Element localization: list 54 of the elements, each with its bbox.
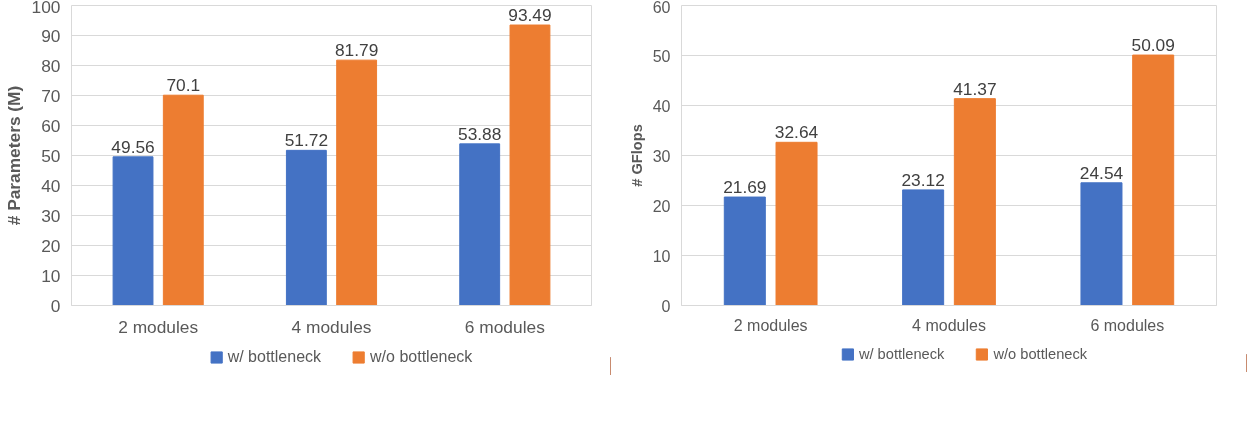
y-tick-label: 60	[41, 115, 61, 136]
x-tick-label: 2 modules	[118, 316, 199, 337]
data-label: 51.72	[284, 130, 329, 151]
y-tick-label: 60	[652, 0, 671, 16]
x-tick-label: 6 modules	[464, 316, 546, 337]
y-axis-title: # Parameters (M)	[3, 85, 24, 226]
y-tick-label: 20	[652, 197, 671, 215]
y-tick-label: 10	[41, 265, 61, 286]
data-label: 70.1	[166, 75, 201, 96]
bar	[953, 98, 996, 306]
data-label: 49.56	[111, 136, 155, 157]
data-label: 50.09	[1131, 35, 1175, 56]
bar	[112, 156, 154, 306]
y-tick-label: 90	[41, 25, 61, 46]
legend-label: w/o bottleneck	[370, 348, 473, 366]
bar	[336, 59, 378, 306]
data-label: 41.37	[953, 78, 997, 99]
data-label: 32.64	[774, 122, 819, 143]
y-tick-label: 10	[652, 247, 671, 265]
data-label: 93.49	[508, 5, 552, 26]
bar	[775, 141, 818, 306]
x-tick-label: 2 modules	[733, 316, 808, 334]
y-tick-label: 0	[50, 295, 61, 316]
y-tick-label: 0	[661, 297, 671, 315]
data-label: 81.79	[334, 40, 379, 61]
y-tick-label: 50	[41, 145, 61, 166]
y-tick-label: 30	[652, 147, 671, 165]
y-tick-label: 80	[41, 55, 61, 76]
x-tick-label: 4 modules	[912, 316, 986, 334]
bar	[509, 24, 551, 306]
y-tick-label: 30	[41, 205, 61, 226]
bar	[723, 196, 766, 306]
data-label: 21.69	[723, 177, 767, 198]
bar	[1132, 54, 1175, 306]
y-axis-title: # GFlops	[628, 124, 645, 187]
x-tick-label: 4 modules	[291, 316, 372, 337]
bar	[459, 143, 501, 306]
bar	[162, 94, 204, 306]
y-tick-label: 50	[652, 47, 671, 65]
bar	[1080, 182, 1123, 306]
x-tick-label: 6 modules	[1090, 316, 1165, 334]
data-label: 53.88	[458, 123, 502, 144]
y-tick-label: 40	[652, 97, 671, 115]
legend-label: w/ bottleneck	[227, 348, 322, 366]
y-tick-label: 40	[41, 175, 61, 196]
y-tick-label: 20	[41, 235, 61, 256]
y-tick-label: 70	[41, 85, 61, 106]
bar	[902, 189, 945, 306]
y-tick-label: 100	[31, 0, 61, 17]
legend-label: w/o bottleneck	[993, 346, 1088, 362]
legend-label: w/ bottleneck	[858, 346, 945, 362]
bar	[285, 149, 327, 306]
data-label: 23.12	[901, 169, 945, 190]
data-label: 24.54	[1079, 162, 1124, 183]
